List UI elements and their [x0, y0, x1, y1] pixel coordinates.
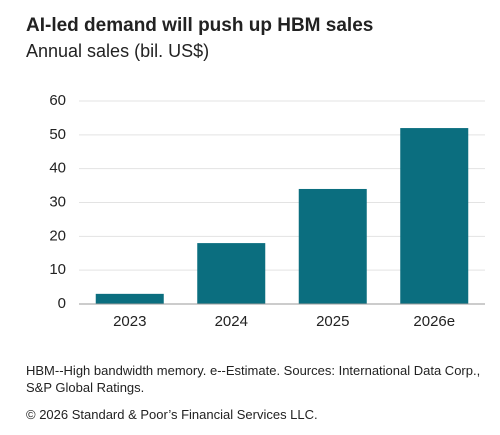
- copyright: © 2026 Standard & Poor’s Financial Servi…: [26, 407, 318, 422]
- y-tick-label: 60: [49, 92, 66, 109]
- x-tick-label: 2024: [215, 313, 248, 330]
- y-tick-label: 40: [49, 160, 66, 177]
- y-tick-label: 20: [49, 227, 66, 244]
- chart-subtitle: Annual sales (bil. US$): [26, 41, 209, 61]
- y-tick-label: 0: [58, 295, 66, 312]
- y-tick-label: 50: [49, 126, 66, 143]
- chart: AI-led demand will push up HBM sales Ann…: [26, 15, 485, 330]
- x-tick-label: 2025: [316, 313, 349, 330]
- notes: HBM--High bandwidth memory. e--Estimate.…: [26, 363, 481, 395]
- bar: [95, 293, 164, 304]
- y-tick-label: 10: [49, 261, 66, 278]
- x-tick-label: 2023: [113, 313, 146, 330]
- y-tick-label: 30: [49, 193, 66, 210]
- chart-title: AI-led demand will push up HBM sales: [26, 15, 373, 36]
- bar: [298, 188, 367, 304]
- bar: [197, 243, 266, 304]
- bar: [400, 128, 469, 304]
- x-tick-label: 2026e: [413, 313, 455, 330]
